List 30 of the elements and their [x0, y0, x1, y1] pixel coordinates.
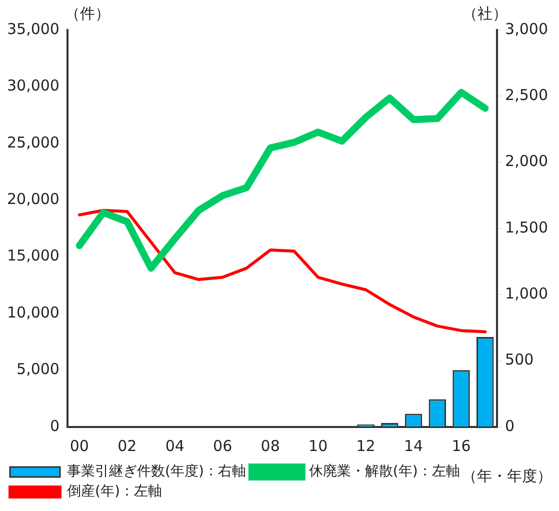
y-tick-label: 15,000: [6, 246, 60, 265]
y-tick-label: 25,000: [6, 133, 60, 152]
y-tick-label: 20,000: [6, 190, 60, 208]
y-tick-label: 30,000: [6, 76, 60, 95]
x-tick-label: 00: [70, 436, 89, 455]
x-tick-label: 12: [356, 436, 376, 455]
legend-label: 休廃業・解散(年)：左軸: [308, 464, 460, 480]
y2-tick-label: 2,000: [505, 152, 548, 170]
y2-axis-title: （社）: [462, 4, 508, 22]
x-tick-label: 10: [308, 436, 328, 455]
x-tick-label: 02: [118, 436, 137, 455]
x-tick-label: 06: [213, 436, 232, 455]
y-tick-label: 35,000: [6, 20, 60, 38]
y2-tick-label: 3,000: [505, 20, 548, 38]
y-axis-title: （件）: [64, 4, 110, 22]
y2-tick-label: 2,500: [505, 86, 548, 104]
y2-tick-label: 500: [505, 350, 534, 369]
x-axis-title: （年・年度）: [462, 466, 552, 485]
legend-label: 事業引継ぎ件数(年度)：右軸: [67, 464, 246, 480]
y2-tick-label: 0: [505, 416, 515, 435]
x-tick-label: 08: [260, 436, 280, 455]
y2-tick-label: 1,500: [505, 218, 548, 236]
legend-label: 倒産(年)：左軸: [67, 484, 162, 500]
y-tick-label: 0: [50, 416, 60, 435]
y2-tick-label: 1,000: [505, 284, 548, 303]
y-tick-label: 5,000: [16, 360, 60, 378]
x-tick-label: 14: [404, 436, 424, 455]
x-tick-label: 16: [452, 436, 471, 455]
x-tick-label: 04: [165, 436, 184, 455]
y-tick-label: 10,000: [6, 303, 60, 322]
